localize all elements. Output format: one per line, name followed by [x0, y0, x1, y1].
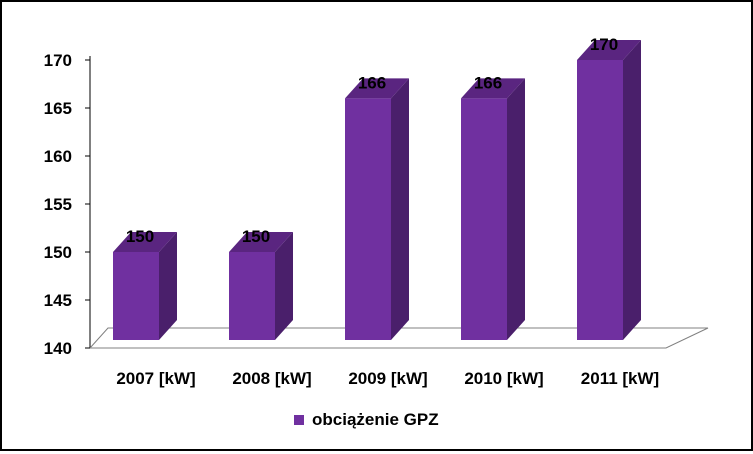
bar-side — [159, 232, 177, 340]
bar-side — [623, 40, 641, 340]
x-tick-label: 2009 [kW] — [348, 369, 427, 388]
legend: obciążenie GPZ — [294, 410, 439, 430]
data-label: 170 — [590, 35, 618, 54]
y-tick-label: 155 — [44, 195, 72, 214]
x-tick-label: 2007 [kW] — [116, 369, 195, 388]
legend-label: obciążenie GPZ — [312, 410, 439, 429]
legend-swatch — [294, 415, 304, 425]
bar — [345, 98, 391, 341]
y-tick-label: 170 — [44, 51, 72, 70]
y-tick-label: 165 — [44, 99, 72, 118]
y-tick-label: 160 — [44, 147, 72, 166]
data-label: 150 — [126, 227, 154, 246]
x-tick-label: 2010 [kW] — [464, 369, 543, 388]
bar-top — [229, 232, 293, 252]
floor-plane — [88, 327, 709, 349]
bar-side — [391, 78, 409, 341]
bar-side — [275, 232, 293, 340]
data-label: 166 — [358, 73, 386, 92]
bar — [229, 252, 275, 340]
bar-top — [113, 232, 177, 252]
y-tick-label: 140 — [44, 339, 72, 358]
y-tick-label: 145 — [44, 291, 72, 310]
y-tick-label: 150 — [44, 243, 72, 262]
bar-chart: 140 145 150 155 160 165 170 150 2007 [kW] 150 2008… — [44, 35, 709, 388]
x-tick-label: 2008 [kW] — [232, 369, 311, 388]
data-label: 150 — [242, 227, 270, 246]
bar-top — [461, 78, 525, 99]
bar-top — [577, 40, 641, 60]
bar — [461, 98, 507, 341]
bar — [577, 60, 623, 340]
bar-side — [507, 78, 525, 341]
x-tick-label: 2011 [kW] — [581, 369, 659, 388]
data-label: 166 — [474, 73, 502, 92]
bar — [113, 252, 159, 340]
bar-top — [345, 78, 409, 99]
